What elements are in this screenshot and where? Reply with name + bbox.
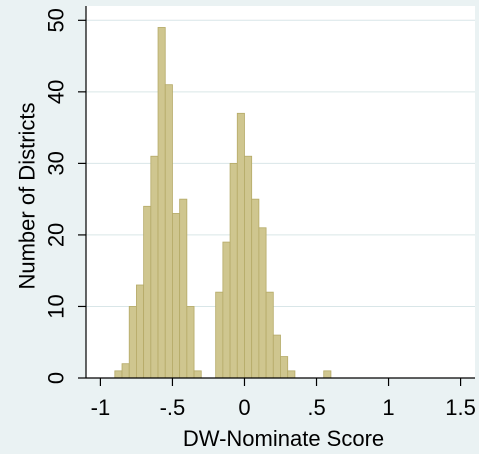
histogram-bar (222, 241, 231, 379)
histogram-bar (157, 27, 166, 379)
y-tick-label: 10 (44, 294, 69, 318)
histogram-bar (265, 291, 274, 379)
histogram-bar (186, 306, 195, 379)
x-tick-label: 0 (238, 395, 250, 420)
histogram-bar (150, 155, 159, 379)
histogram-bar (258, 227, 267, 379)
histogram-bar (272, 334, 281, 379)
histogram-bar (128, 306, 137, 379)
histogram-bar (280, 356, 289, 379)
histogram-bar (143, 205, 152, 379)
ticks-layer: 0 10 20 30 40 50 -1 -.5 0 .5 1 1.5 (44, 8, 476, 420)
histogram-bar (323, 370, 332, 379)
histogram-bar (179, 198, 188, 379)
histogram-bar (193, 370, 202, 379)
histogram-bar (121, 363, 130, 379)
histogram-bar (287, 370, 296, 379)
histogram-bar (164, 84, 173, 379)
histogram-bar (136, 284, 145, 379)
x-tick-label: 1 (382, 395, 394, 420)
histogram-bar (114, 370, 123, 379)
y-tick-label: 0 (44, 372, 69, 384)
histogram-bar (244, 155, 253, 379)
y-axis-title: Number of Districts (15, 102, 40, 289)
x-tick-label: -.5 (160, 395, 186, 420)
y-tick-label: 40 (44, 80, 69, 104)
x-tick-label: -1 (91, 395, 111, 420)
histogram-bar (172, 213, 181, 379)
x-tick-label: .5 (307, 395, 325, 420)
histogram-bar (251, 198, 260, 379)
histogram-bar (229, 162, 238, 379)
y-tick-label: 30 (44, 151, 69, 175)
x-tick-label: 1.5 (445, 395, 476, 420)
histogram-bar (215, 291, 224, 379)
y-tick-label: 50 (44, 8, 69, 32)
histogram-bar (236, 112, 245, 379)
x-axis-title: DW-Nominate Score (183, 426, 384, 451)
y-tick-label: 20 (44, 223, 69, 247)
